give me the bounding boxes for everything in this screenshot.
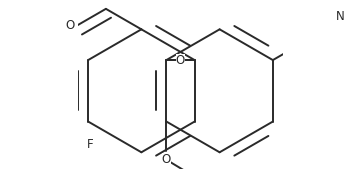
Text: N: N (336, 10, 345, 23)
Text: O: O (66, 19, 75, 32)
Text: O: O (176, 54, 185, 67)
Text: O: O (162, 153, 171, 166)
Text: F: F (87, 138, 93, 151)
